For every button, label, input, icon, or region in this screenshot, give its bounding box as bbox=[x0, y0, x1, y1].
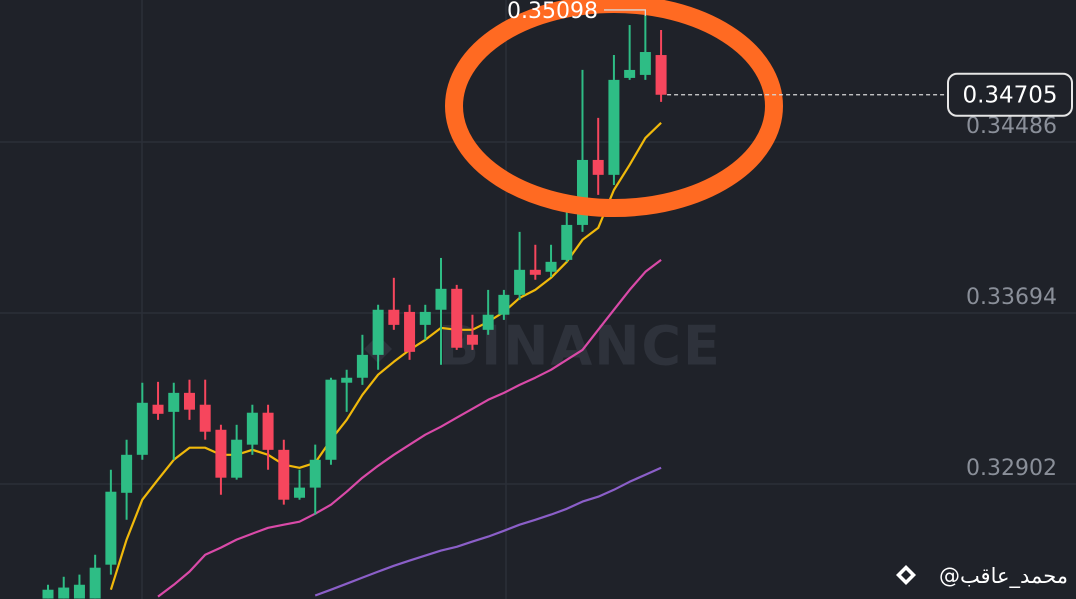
candle-body bbox=[231, 439, 243, 478]
candle-body bbox=[121, 454, 133, 493]
candle-body bbox=[136, 402, 148, 455]
candle-body bbox=[262, 412, 274, 450]
last-price-tag bbox=[947, 72, 1073, 117]
candle-body bbox=[576, 159, 588, 225]
y-tick-label: 0.34486 bbox=[966, 114, 1057, 139]
candle-body bbox=[419, 311, 431, 325]
candle-body bbox=[341, 377, 353, 383]
candle-body bbox=[451, 288, 463, 348]
y-tick-label: 0.33694 bbox=[966, 285, 1057, 310]
credit: @محمد_عاقب bbox=[939, 564, 1068, 589]
candle-body bbox=[105, 491, 117, 565]
candle-body bbox=[199, 404, 211, 432]
credit-icon bbox=[896, 565, 916, 585]
candle-body bbox=[278, 449, 290, 500]
last-price-label: 0.34705 bbox=[962, 82, 1057, 108]
candle-body bbox=[215, 429, 227, 478]
high-price-label: 0.35098 bbox=[507, 0, 598, 24]
candle-body bbox=[152, 404, 164, 414]
candle-body bbox=[545, 261, 557, 272]
candle-body bbox=[42, 589, 54, 599]
candle-body bbox=[325, 379, 337, 460]
candle-body bbox=[294, 487, 306, 498]
candle-body bbox=[58, 587, 70, 599]
candle-body bbox=[561, 224, 573, 260]
highlight-circle bbox=[445, 0, 783, 217]
y-tick-label: 0.32902 bbox=[966, 456, 1057, 481]
candle-body bbox=[482, 314, 494, 330]
candle-body bbox=[168, 392, 180, 412]
candle-body bbox=[309, 459, 321, 488]
candle-body bbox=[498, 294, 510, 315]
candle-body bbox=[466, 334, 478, 345]
candle-body bbox=[356, 354, 368, 378]
candle-body bbox=[624, 69, 636, 78]
candle-body bbox=[183, 392, 195, 410]
high-marker-line bbox=[604, 9, 647, 16]
candle-body bbox=[89, 567, 101, 599]
moving-average-line bbox=[157, 259, 662, 598]
credit-group: @محمد_عاقب bbox=[896, 564, 1068, 589]
watermark: BINANCE bbox=[438, 315, 722, 378]
candle-body bbox=[435, 288, 447, 310]
candle-body bbox=[246, 412, 258, 445]
candle-body bbox=[73, 584, 85, 599]
candle-body bbox=[592, 159, 604, 175]
candle-body bbox=[372, 309, 384, 355]
moving-average-line bbox=[314, 466, 662, 597]
candle-body bbox=[514, 269, 526, 295]
candle-body bbox=[655, 55, 667, 95]
candle-body bbox=[404, 311, 416, 352]
candle-body bbox=[529, 269, 541, 275]
candle-body bbox=[608, 79, 620, 175]
candle-body bbox=[639, 52, 651, 75]
candle-body bbox=[388, 309, 400, 325]
